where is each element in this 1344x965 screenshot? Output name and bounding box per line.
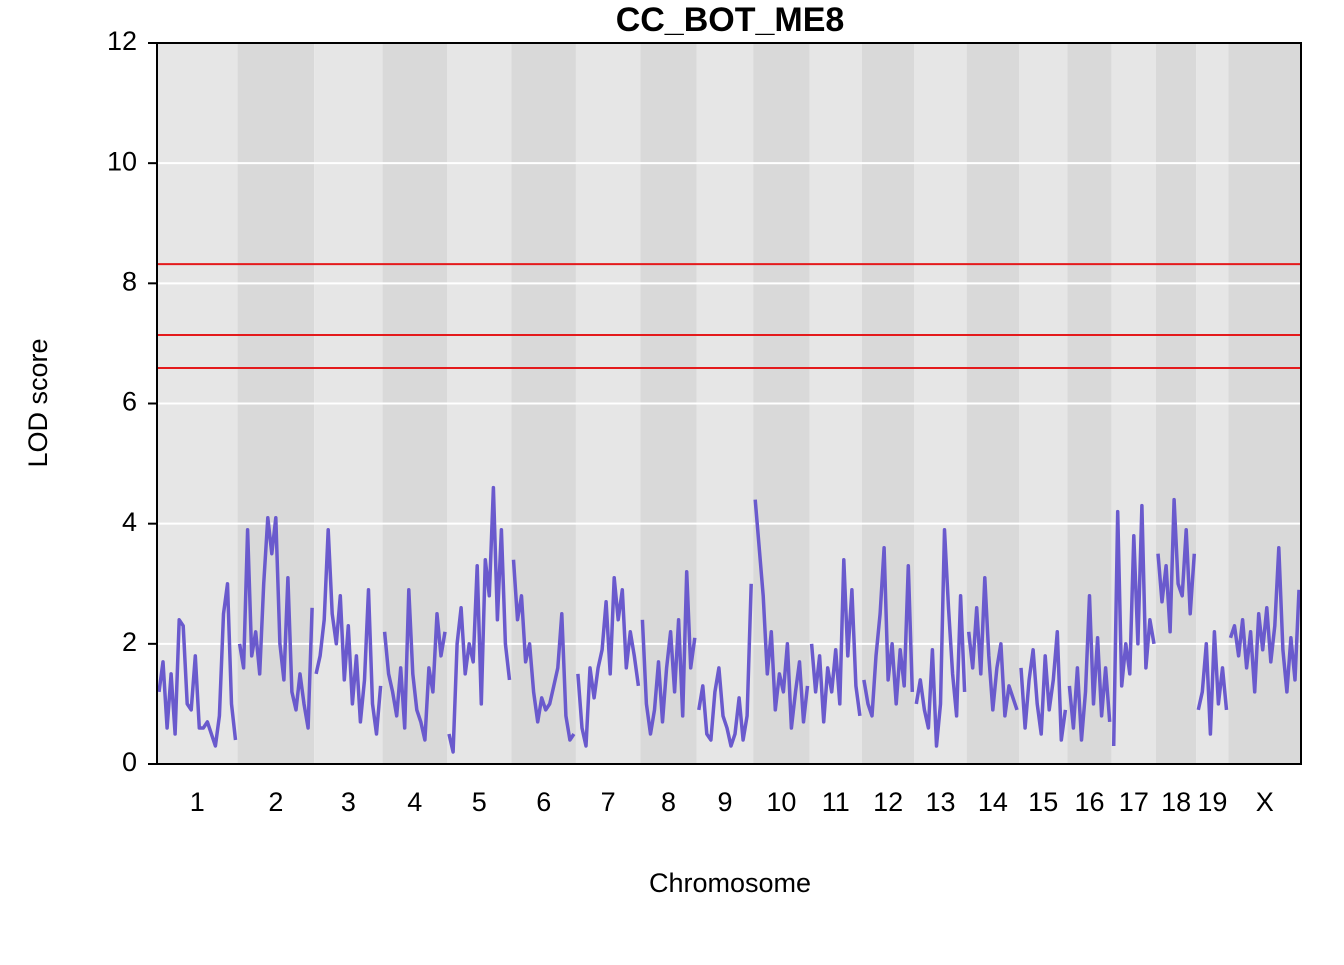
y-tick-label: 4 bbox=[122, 507, 137, 537]
lod-line bbox=[1156, 497, 1197, 634]
x-tick-label: 8 bbox=[661, 787, 676, 817]
y-tick-label: 8 bbox=[122, 266, 137, 296]
x-tick-label: 7 bbox=[601, 787, 616, 817]
x-axis-label: Chromosome bbox=[649, 868, 811, 898]
lod-line bbox=[862, 545, 915, 718]
x-tick-label: 4 bbox=[407, 787, 422, 817]
lod-line bbox=[1019, 630, 1068, 742]
y-tick-label: 6 bbox=[122, 387, 137, 417]
lod-line bbox=[237, 515, 314, 730]
chart-title: CC_BOT_ME8 bbox=[616, 1, 845, 39]
lod-line bbox=[966, 575, 1019, 718]
x-tick-label: 15 bbox=[1028, 787, 1058, 817]
y-tick-label: 0 bbox=[122, 747, 137, 777]
lod-line bbox=[576, 575, 641, 748]
y-tick-label: 10 bbox=[107, 146, 137, 176]
y-tick-label: 12 bbox=[107, 26, 137, 56]
lod-line bbox=[914, 527, 967, 748]
x-tick-label: 1 bbox=[190, 787, 205, 817]
x-tick-label: 18 bbox=[1161, 787, 1191, 817]
lod-line bbox=[1196, 630, 1229, 736]
lod-line bbox=[447, 485, 512, 754]
lod-line bbox=[1111, 503, 1156, 747]
x-tick-label: 11 bbox=[822, 787, 850, 817]
lod-line bbox=[511, 559, 576, 742]
lod-line bbox=[1228, 545, 1301, 694]
lod-line bbox=[157, 582, 238, 748]
lod-line bbox=[809, 557, 862, 724]
x-tick-label: 16 bbox=[1074, 787, 1104, 817]
lod-line bbox=[1067, 594, 1112, 742]
x-tick-label: 17 bbox=[1119, 787, 1149, 817]
x-tick-label: 10 bbox=[766, 787, 796, 817]
x-tick-label: 14 bbox=[978, 787, 1008, 817]
lod-line bbox=[314, 527, 383, 736]
lod-line bbox=[640, 569, 697, 736]
y-axis-label: LOD score bbox=[23, 338, 53, 467]
x-tick-label: X bbox=[1256, 787, 1274, 817]
lod-line bbox=[382, 588, 447, 742]
x-tick-label: 3 bbox=[341, 787, 356, 817]
x-tick-label: 6 bbox=[536, 787, 551, 817]
x-tick-label: 9 bbox=[717, 787, 732, 817]
x-tick-label: 2 bbox=[268, 787, 283, 817]
x-tick-label: 12 bbox=[873, 787, 903, 817]
lod-line bbox=[697, 583, 753, 748]
x-tick-label: 19 bbox=[1197, 787, 1227, 817]
x-tick-label: 5 bbox=[472, 787, 487, 817]
x-tick-label: 13 bbox=[925, 787, 955, 817]
y-tick-label: 2 bbox=[122, 627, 137, 657]
lod-lines bbox=[157, 263, 1301, 754]
lod-line bbox=[753, 499, 810, 730]
